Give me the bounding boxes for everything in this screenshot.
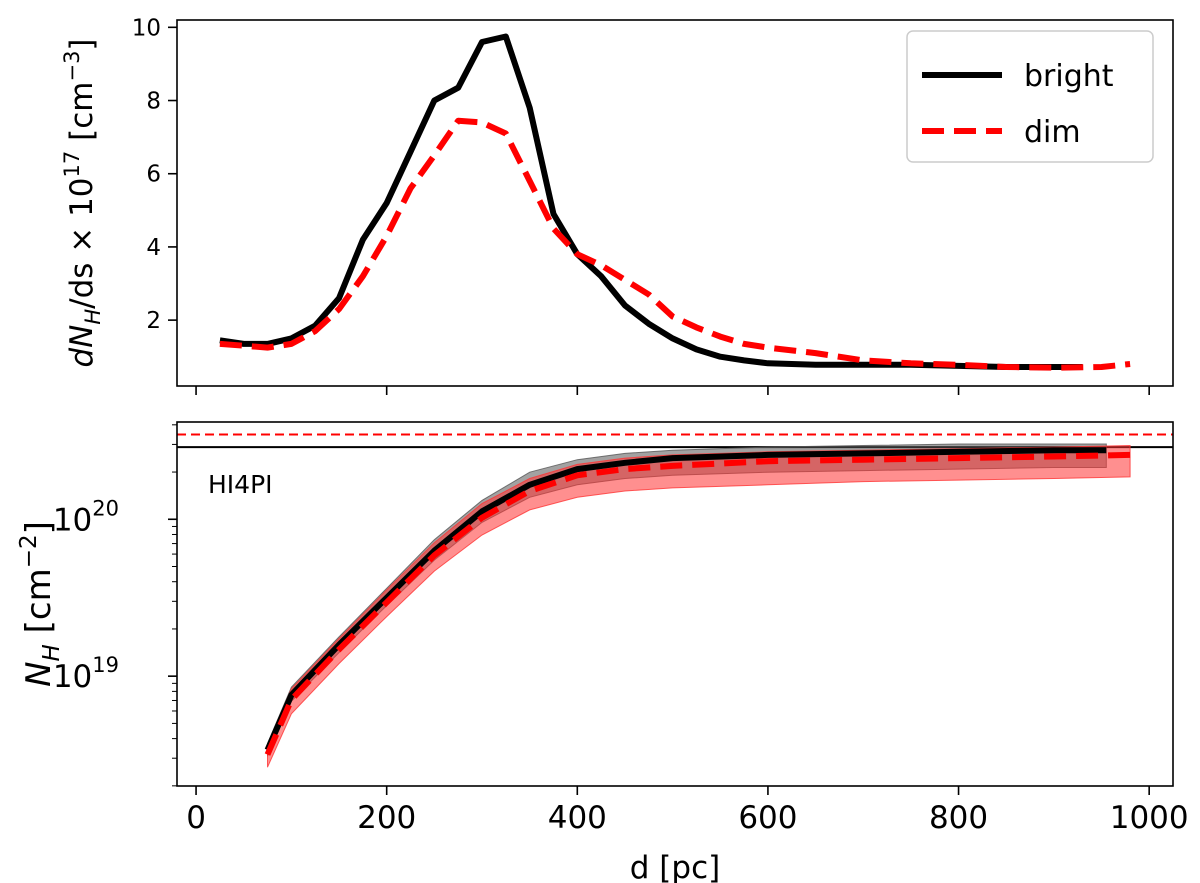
bottom-x-tick-label: 600 — [738, 800, 797, 836]
top-series-layer — [219, 33, 1131, 371]
bottom-series-line-bright — [264, 447, 1107, 752]
bottom-x-tick-label: 400 — [548, 800, 607, 836]
bottom-y-ticks: 1019 1020 — [53, 424, 177, 787]
top-y-axis-label: dNH/ds × 1017 [cm−3] — [60, 38, 105, 367]
top-y-ticks: 2 4 6 8 10 — [132, 15, 177, 334]
top-y-tick-label: 2 — [146, 308, 161, 334]
bottom-series-line-dim — [264, 451, 1131, 756]
legend-label-bright: bright — [1024, 59, 1114, 94]
x-axis-label: d [pc] — [630, 850, 720, 883]
bottom-series-layer — [177, 433, 1173, 768]
bottom-x-tick-label: 800 — [929, 800, 988, 836]
top-panel: 2 4 6 8 10 bright dim dNH/ds × 1017 [cm−3] — [60, 15, 1174, 395]
top-series-line-dim — [219, 117, 1131, 371]
top-y-tick-label: 8 — [146, 89, 161, 115]
legend: bright dim — [906, 30, 1154, 163]
bottom-y-tick-label: 1019 — [53, 653, 119, 695]
bottom-x-tick-label: 0 — [186, 800, 206, 836]
bottom-x-tick-label: 200 — [357, 800, 416, 836]
bottom-x-tick-label: 1000 — [1110, 800, 1189, 836]
bottom-plot-frame — [176, 421, 1174, 787]
uncertainty-band-dim — [267, 444, 1131, 768]
top-y-tick-label: 10 — [132, 15, 161, 41]
top-plot-frame — [176, 19, 1174, 387]
bottom-x-ticks: 0 200 400 600 800 1000 — [186, 786, 1189, 836]
legend-label-dim: dim — [1024, 115, 1081, 150]
top-x-ticks — [195, 386, 1150, 395]
bottom-y-axis-label: NH [cm−2] — [16, 521, 65, 687]
bottom-y-tick-label: 1020 — [53, 496, 119, 538]
hi4pi-annotation: HI4PI — [208, 470, 273, 499]
top-y-tick-label: 6 — [146, 162, 161, 188]
bottom-panel: 1019 1020 0 200 400 600 800 1000 HI4PI NH [cm−… — [16, 421, 1189, 883]
top-y-tick-label: 4 — [146, 235, 161, 261]
